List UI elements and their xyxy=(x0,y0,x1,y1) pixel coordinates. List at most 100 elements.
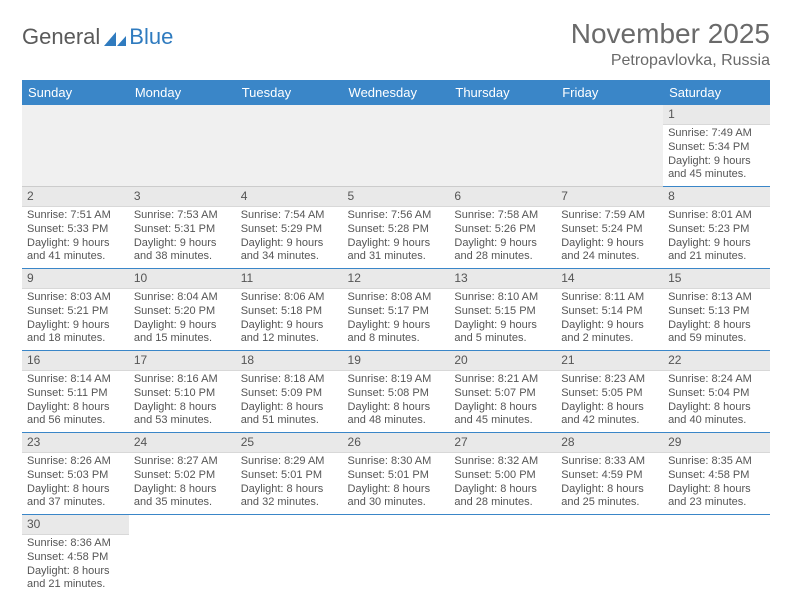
calendar-cell: 3Sunrise: 7:53 AMSunset: 5:31 PMDaylight… xyxy=(129,187,236,269)
sunrise-text: Sunrise: 7:51 AM xyxy=(27,209,124,223)
daylight-line2: and 45 minutes. xyxy=(668,168,765,182)
weekday-header: Saturday xyxy=(663,80,770,105)
daylight-line2: and 48 minutes. xyxy=(348,414,445,428)
calendar-cell xyxy=(236,515,343,597)
weekday-header: Tuesday xyxy=(236,80,343,105)
day-details: Sunrise: 7:56 AMSunset: 5:28 PMDaylight:… xyxy=(343,207,450,268)
daylight-line1: Daylight: 8 hours xyxy=(134,401,231,415)
daylight-line2: and 42 minutes. xyxy=(561,414,658,428)
day-number: 18 xyxy=(236,351,343,371)
sunrise-text: Sunrise: 7:49 AM xyxy=(668,127,765,141)
sunset-text: Sunset: 5:10 PM xyxy=(134,387,231,401)
day-number: 22 xyxy=(663,351,770,371)
sail-icon xyxy=(102,28,128,46)
sunset-text: Sunset: 4:59 PM xyxy=(561,469,658,483)
sunrise-text: Sunrise: 7:56 AM xyxy=(348,209,445,223)
calendar-cell: 11Sunrise: 8:06 AMSunset: 5:18 PMDayligh… xyxy=(236,269,343,351)
calendar-week-row: 1Sunrise: 7:49 AMSunset: 5:34 PMDaylight… xyxy=(22,105,770,187)
weekday-header: Monday xyxy=(129,80,236,105)
daylight-line1: Daylight: 9 hours xyxy=(134,319,231,333)
daylight-line1: Daylight: 8 hours xyxy=(668,483,765,497)
daylight-line1: Daylight: 9 hours xyxy=(561,319,658,333)
day-details: Sunrise: 8:04 AMSunset: 5:20 PMDaylight:… xyxy=(129,289,236,350)
sunset-text: Sunset: 5:08 PM xyxy=(348,387,445,401)
sunrise-text: Sunrise: 8:16 AM xyxy=(134,373,231,387)
day-details: Sunrise: 8:36 AMSunset: 4:58 PMDaylight:… xyxy=(22,535,129,596)
weekday-header: Wednesday xyxy=(343,80,450,105)
daylight-line2: and 40 minutes. xyxy=(668,414,765,428)
sunset-text: Sunset: 5:11 PM xyxy=(27,387,124,401)
sunrise-text: Sunrise: 8:21 AM xyxy=(454,373,551,387)
calendar-cell: 19Sunrise: 8:19 AMSunset: 5:08 PMDayligh… xyxy=(343,351,450,433)
calendar-cell: 16Sunrise: 8:14 AMSunset: 5:11 PMDayligh… xyxy=(22,351,129,433)
weekday-header: Friday xyxy=(556,80,663,105)
calendar-table: Sunday Monday Tuesday Wednesday Thursday… xyxy=(22,80,770,596)
day-number: 24 xyxy=(129,433,236,453)
daylight-line1: Daylight: 9 hours xyxy=(668,155,765,169)
sunset-text: Sunset: 4:58 PM xyxy=(27,551,124,565)
daylight-line2: and 24 minutes. xyxy=(561,250,658,264)
sunset-text: Sunset: 5:04 PM xyxy=(668,387,765,401)
daylight-line1: Daylight: 9 hours xyxy=(454,319,551,333)
calendar-cell: 10Sunrise: 8:04 AMSunset: 5:20 PMDayligh… xyxy=(129,269,236,351)
calendar-cell xyxy=(449,105,556,187)
daylight-line1: Daylight: 9 hours xyxy=(668,237,765,251)
day-number: 28 xyxy=(556,433,663,453)
sunset-text: Sunset: 5:28 PM xyxy=(348,223,445,237)
calendar-cell: 5Sunrise: 7:56 AMSunset: 5:28 PMDaylight… xyxy=(343,187,450,269)
daylight-line2: and 59 minutes. xyxy=(668,332,765,346)
sunset-text: Sunset: 5:31 PM xyxy=(134,223,231,237)
calendar-cell xyxy=(236,105,343,187)
calendar-week-row: 23Sunrise: 8:26 AMSunset: 5:03 PMDayligh… xyxy=(22,433,770,515)
calendar-cell: 29Sunrise: 8:35 AMSunset: 4:58 PMDayligh… xyxy=(663,433,770,515)
day-number: 3 xyxy=(129,187,236,207)
sunset-text: Sunset: 5:23 PM xyxy=(668,223,765,237)
daylight-line1: Daylight: 9 hours xyxy=(241,319,338,333)
calendar-cell: 2Sunrise: 7:51 AMSunset: 5:33 PMDaylight… xyxy=(22,187,129,269)
sunset-text: Sunset: 5:09 PM xyxy=(241,387,338,401)
calendar-cell: 12Sunrise: 8:08 AMSunset: 5:17 PMDayligh… xyxy=(343,269,450,351)
calendar-cell: 28Sunrise: 8:33 AMSunset: 4:59 PMDayligh… xyxy=(556,433,663,515)
calendar-cell xyxy=(129,515,236,597)
daylight-line2: and 30 minutes. xyxy=(348,496,445,510)
sunrise-text: Sunrise: 8:24 AM xyxy=(668,373,765,387)
daylight-line2: and 18 minutes. xyxy=(27,332,124,346)
daylight-line1: Daylight: 8 hours xyxy=(27,565,124,579)
calendar-cell: 18Sunrise: 8:18 AMSunset: 5:09 PMDayligh… xyxy=(236,351,343,433)
weekday-header-row: Sunday Monday Tuesday Wednesday Thursday… xyxy=(22,80,770,105)
day-details: Sunrise: 8:11 AMSunset: 5:14 PMDaylight:… xyxy=(556,289,663,350)
daylight-line1: Daylight: 8 hours xyxy=(134,483,231,497)
calendar-cell: 23Sunrise: 8:26 AMSunset: 5:03 PMDayligh… xyxy=(22,433,129,515)
brand-part1: General xyxy=(22,24,100,50)
sunset-text: Sunset: 5:26 PM xyxy=(454,223,551,237)
daylight-line2: and 53 minutes. xyxy=(134,414,231,428)
sunset-text: Sunset: 5:01 PM xyxy=(348,469,445,483)
day-details: Sunrise: 8:23 AMSunset: 5:05 PMDaylight:… xyxy=(556,371,663,432)
page-header: GeneralBlue November 2025 Petropavlovka,… xyxy=(22,18,770,70)
day-details: Sunrise: 7:51 AMSunset: 5:33 PMDaylight:… xyxy=(22,207,129,268)
day-details: Sunrise: 7:59 AMSunset: 5:24 PMDaylight:… xyxy=(556,207,663,268)
daylight-line1: Daylight: 8 hours xyxy=(27,401,124,415)
day-details: Sunrise: 8:27 AMSunset: 5:02 PMDaylight:… xyxy=(129,453,236,514)
day-details: Sunrise: 8:14 AMSunset: 5:11 PMDaylight:… xyxy=(22,371,129,432)
sunrise-text: Sunrise: 8:03 AM xyxy=(27,291,124,305)
daylight-line1: Daylight: 9 hours xyxy=(348,319,445,333)
calendar-cell: 7Sunrise: 7:59 AMSunset: 5:24 PMDaylight… xyxy=(556,187,663,269)
day-details: Sunrise: 7:49 AMSunset: 5:34 PMDaylight:… xyxy=(663,125,770,186)
sunrise-text: Sunrise: 8:19 AM xyxy=(348,373,445,387)
daylight-line2: and 25 minutes. xyxy=(561,496,658,510)
sunrise-text: Sunrise: 8:18 AM xyxy=(241,373,338,387)
day-details: Sunrise: 8:16 AMSunset: 5:10 PMDaylight:… xyxy=(129,371,236,432)
calendar-cell xyxy=(343,105,450,187)
daylight-line2: and 28 minutes. xyxy=(454,496,551,510)
sunrise-text: Sunrise: 8:23 AM xyxy=(561,373,658,387)
day-number: 9 xyxy=(22,269,129,289)
sunset-text: Sunset: 5:21 PM xyxy=(27,305,124,319)
sunrise-text: Sunrise: 8:06 AM xyxy=(241,291,338,305)
brand-part2: Blue xyxy=(129,24,173,50)
daylight-line2: and 21 minutes. xyxy=(27,578,124,592)
calendar-cell: 9Sunrise: 8:03 AMSunset: 5:21 PMDaylight… xyxy=(22,269,129,351)
day-number: 2 xyxy=(22,187,129,207)
day-number: 30 xyxy=(22,515,129,535)
day-number: 14 xyxy=(556,269,663,289)
